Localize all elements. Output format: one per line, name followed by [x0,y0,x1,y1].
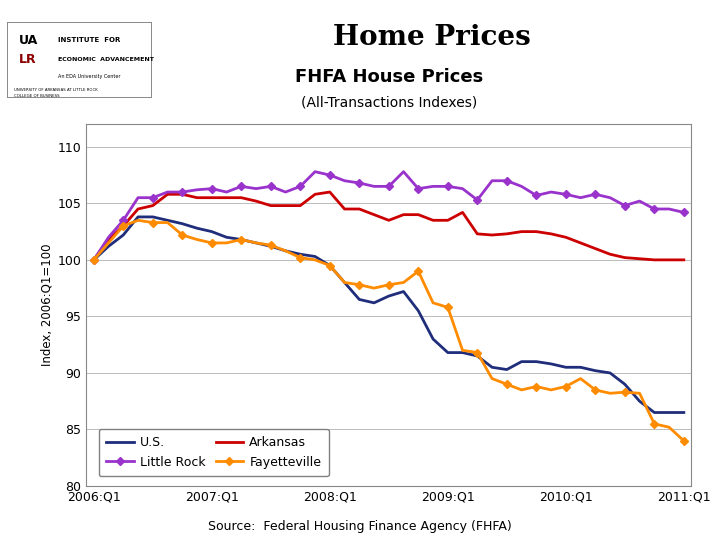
Text: UNIVERSITY OF ARKANSAS AT LITTLE ROCK: UNIVERSITY OF ARKANSAS AT LITTLE ROCK [14,87,98,92]
Text: (All-Transactions Indexes): (All-Transactions Indexes) [301,96,477,110]
Y-axis label: Index, 2006:Q1=100: Index, 2006:Q1=100 [40,244,53,366]
Text: UA: UA [19,34,38,47]
Text: An EDA University Center: An EDA University Center [58,73,120,78]
Text: COLLEGE OF BUSINESS: COLLEGE OF BUSINESS [14,93,60,98]
Text: FHFA House Prices: FHFA House Prices [294,68,483,86]
Legend: U.S., Little Rock, Arkansas, Fayetteville: U.S., Little Rock, Arkansas, Fayettevill… [99,429,329,476]
Text: INSTITUTE  FOR: INSTITUTE FOR [58,37,120,44]
Text: Home Prices: Home Prices [333,24,531,51]
Text: LR: LR [19,53,36,66]
Text: ECONOMIC  ADVANCEMENT: ECONOMIC ADVANCEMENT [58,57,153,62]
Text: Source:  Federal Housing Finance Agency (FHFA): Source: Federal Housing Finance Agency (… [208,520,512,533]
